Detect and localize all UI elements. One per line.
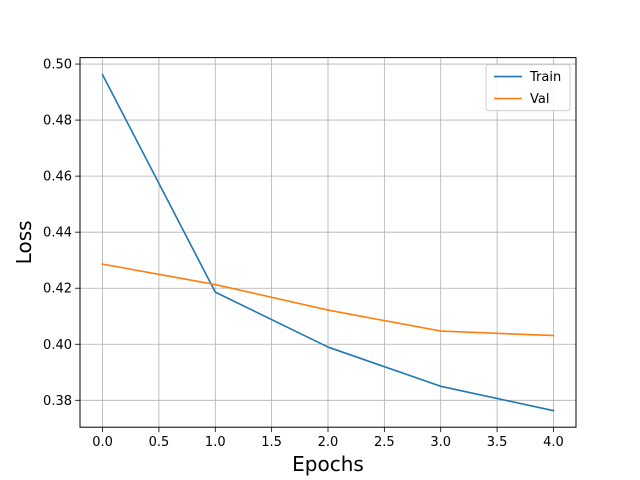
series-layer bbox=[101, 73, 555, 412]
x-tick-label: 3.0 bbox=[430, 435, 451, 450]
x-axis-label: Epochs bbox=[292, 452, 364, 476]
legend-label-train: Train bbox=[529, 70, 561, 85]
x-tick-label: 4.0 bbox=[543, 435, 564, 450]
x-tick-label: 0.5 bbox=[149, 435, 170, 450]
y-axis-label: Loss bbox=[12, 220, 36, 264]
y-tick-label: 0.46 bbox=[43, 170, 72, 185]
y-tick-label: 0.48 bbox=[43, 114, 72, 129]
y-tick-label: 0.50 bbox=[43, 58, 72, 73]
y-tick-label: 0.40 bbox=[43, 338, 72, 353]
x-tick-label: 2.5 bbox=[374, 435, 395, 450]
y-tick-label: 0.44 bbox=[43, 226, 72, 241]
grid-layer bbox=[80, 57, 576, 428]
x-tick-label: 3.5 bbox=[487, 435, 508, 450]
y-tick-label: 0.38 bbox=[43, 394, 72, 409]
x-tick-label: 1.0 bbox=[205, 435, 226, 450]
x-tick-label: 1.5 bbox=[261, 435, 282, 450]
legend-label-val: Val bbox=[530, 92, 549, 107]
x-tick-label: 0.0 bbox=[92, 435, 113, 450]
legend: Train Val bbox=[485, 64, 571, 112]
y-tick-label: 0.42 bbox=[43, 282, 72, 297]
series-line-val bbox=[101, 263, 555, 337]
series-line-train bbox=[101, 73, 555, 412]
tick-layer: 0.0 0.5 1.0 1.5 2.0 2.5 3.0 3.5 4.0 0.38 0.40 0.42 0… bbox=[43, 58, 564, 451]
x-tick-label: 2.0 bbox=[318, 435, 339, 450]
